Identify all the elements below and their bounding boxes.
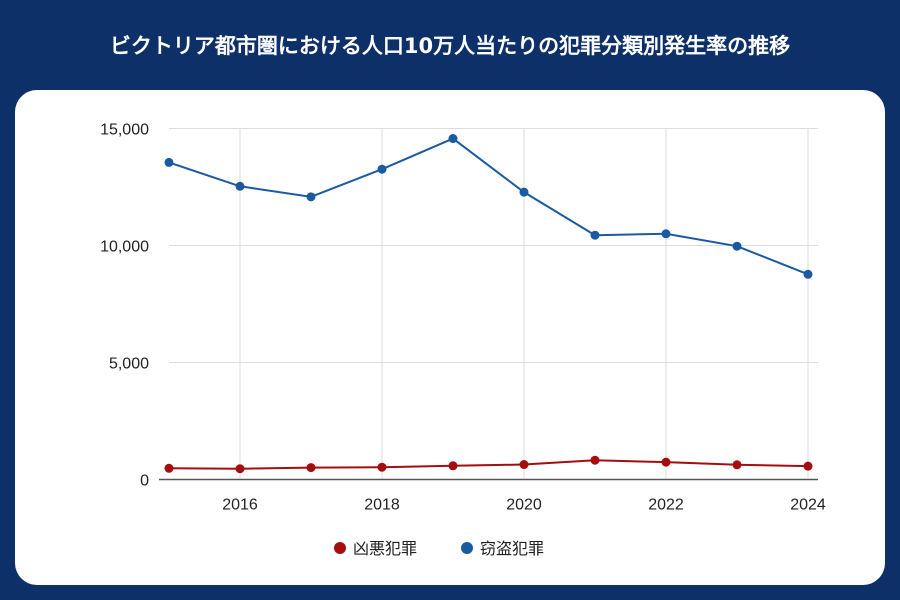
data-point xyxy=(448,134,458,144)
y-tick-label: 5,000 xyxy=(109,356,149,373)
data-point xyxy=(235,181,245,191)
legend-marker-icon xyxy=(461,542,473,554)
legend-marker-icon xyxy=(334,542,346,554)
data-point xyxy=(519,460,529,470)
data-point xyxy=(803,461,813,471)
line-chart: 0 5,000 10,000 15,000 2016 2018 2020 2022 2024 凶悪… xyxy=(100,122,826,559)
data-point xyxy=(377,462,387,472)
data-point xyxy=(306,192,316,202)
data-point xyxy=(164,463,174,473)
data-point xyxy=(803,269,813,279)
x-tick-label: 2022 xyxy=(648,497,684,514)
data-point xyxy=(306,463,316,473)
data-point xyxy=(590,230,600,240)
legend-label: 窃盗犯罪 xyxy=(480,539,544,558)
x-tick-label: 2024 xyxy=(790,497,826,514)
data-point xyxy=(519,187,529,197)
series-line-0 xyxy=(168,459,809,470)
page-title: ビクトリア都市圏における人口10万人当たりの犯罪分類別発生率の推移 xyxy=(109,34,791,58)
chart-card: 0 5,000 10,000 15,000 2016 2018 2020 2022 2024 凶悪… xyxy=(15,90,885,585)
x-tick-label: 2020 xyxy=(506,497,542,514)
x-tick-label: 2016 xyxy=(222,497,258,514)
x-tick-label: 2018 xyxy=(364,497,400,514)
data-point xyxy=(661,229,671,239)
data-point xyxy=(448,461,458,471)
y-tick-label: 0 xyxy=(140,473,149,490)
data-point xyxy=(377,164,387,174)
y-tick-label: 15,000 xyxy=(100,122,149,139)
data-point xyxy=(590,455,600,465)
data-point xyxy=(164,157,174,167)
data-point xyxy=(732,241,742,251)
data-point xyxy=(235,464,245,474)
legend-label: 凶悪犯罪 xyxy=(353,539,417,558)
series-line-1 xyxy=(168,137,809,276)
y-tick-label: 10,000 xyxy=(100,239,149,256)
data-point xyxy=(732,460,742,470)
data-point xyxy=(661,457,671,467)
